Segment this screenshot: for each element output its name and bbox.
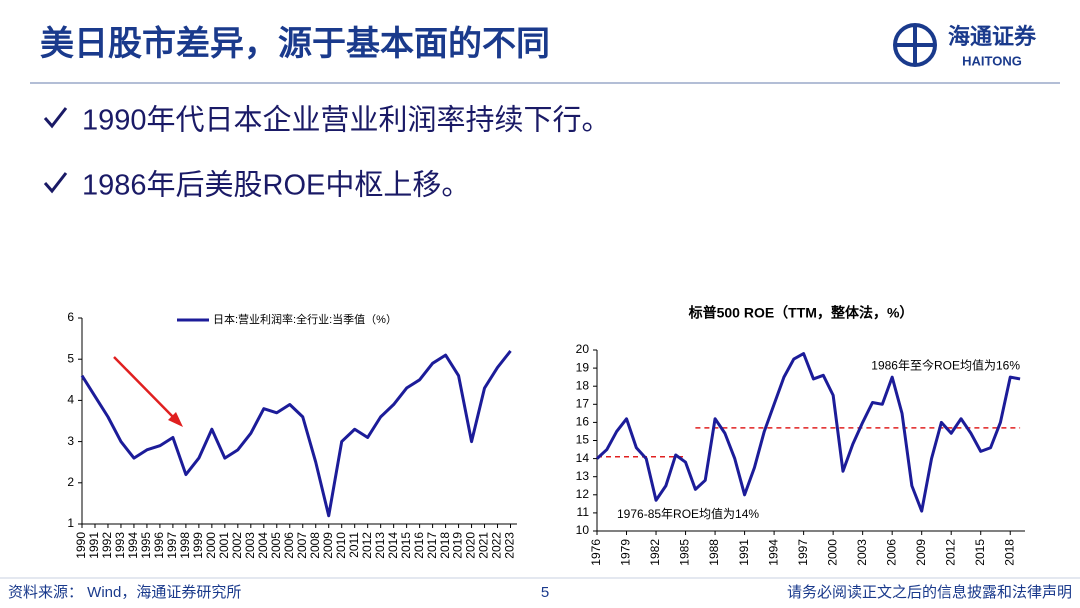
y-tick-label: 15 (576, 433, 590, 447)
y-tick-label: 5 (67, 351, 74, 365)
x-tick-label: 2009 (914, 539, 928, 566)
x-tick-label: 1985 (678, 539, 692, 566)
x-tick-label: 2006 (282, 532, 296, 559)
y-tick-label: 14 (576, 451, 590, 465)
x-tick-label: 2007 (295, 532, 309, 559)
x-tick-label: 1994 (126, 532, 140, 559)
x-tick-label: 2021 (477, 532, 491, 559)
logo-icon (893, 23, 937, 67)
y-tick-label: 11 (577, 505, 590, 519)
y-tick-label: 4 (67, 393, 74, 407)
x-tick-label: 2012 (943, 539, 957, 566)
bullet: 1986年后美股ROE中枢上移。 (82, 169, 470, 202)
x-tick-label: 2017 (425, 532, 439, 559)
page-number: 5 (541, 584, 549, 601)
reference-label: 1986年至今ROE均值为16% (871, 357, 1020, 372)
disclaimer: 请务必阅读正文之后的信息披露和法律声明 (787, 583, 1072, 601)
x-tick-label: 2020 (464, 532, 478, 559)
x-tick-label: 2019 (451, 532, 465, 559)
x-tick-label: 2001 (217, 532, 231, 559)
x-tick-label: 2003 (855, 539, 869, 566)
x-tick-label: 2018 (438, 532, 452, 559)
y-tick-label: 12 (576, 487, 590, 501)
y-tick-label: 13 (576, 469, 590, 483)
x-tick-label: 1994 (766, 539, 780, 566)
y-tick-label: 20 (576, 342, 590, 356)
x-tick-label: 1991 (737, 539, 751, 566)
y-tick-label: 3 (67, 434, 74, 448)
x-tick-label: 2023 (503, 532, 517, 559)
x-tick-label: 2012 (360, 532, 374, 559)
y-tick-label: 10 (576, 523, 590, 537)
x-tick-label: 2013 (373, 532, 387, 559)
x-tick-label: 2010 (334, 532, 348, 559)
x-tick-label: 1988 (707, 539, 721, 566)
arrow (113, 356, 177, 421)
logo-icon (897, 27, 933, 63)
x-tick-label: 2008 (308, 532, 322, 559)
y-tick-label: 2 (67, 475, 74, 489)
y-tick-label: 16 (576, 415, 590, 429)
line-series (595, 352, 1021, 513)
x-tick-label: 2022 (490, 532, 504, 559)
x-tick-label: 2005 (269, 532, 283, 559)
x-tick-label: 2009 (321, 532, 335, 559)
x-tick-label: 1991 (87, 532, 101, 559)
check-icon (43, 172, 68, 194)
slide-title: 美日股市差异，源于基本面的不同 (40, 24, 550, 63)
x-tick-label: 1990 (74, 532, 88, 559)
bullet: 1990年代日本企业营业利润率持续下行。 (82, 104, 611, 137)
arrow-annotation (113, 356, 183, 427)
x-tick-label: 1976 (589, 539, 603, 566)
y-tick-label: 1 (67, 516, 74, 530)
x-tick-label: 2018 (1002, 539, 1016, 566)
x-tick-label: 1979 (619, 539, 633, 566)
x-tick-label: 1997 (165, 532, 179, 559)
x-tick-label: 1999 (191, 532, 205, 559)
legend-label: 日本:营业利润率:全行业:当季值（%） (213, 312, 397, 326)
x-tick-label: 1998 (178, 532, 192, 559)
x-tick-label: 1982 (648, 539, 662, 566)
y-tick-label: 6 (67, 310, 74, 324)
logo-cn: 海通证券 (948, 24, 1037, 49)
x-tick-label: 2000 (204, 532, 218, 559)
x-tick-label: 2011 (347, 532, 361, 558)
logo-en: HAITONG (962, 53, 1022, 68)
y-tick-label: 18 (576, 378, 590, 392)
y-tick-label: 19 (576, 360, 590, 374)
x-tick-label: 1996 (152, 532, 166, 559)
x-tick-label: 2006 (884, 539, 898, 566)
reference-label: 1976-85年ROE均值为14% (617, 506, 759, 521)
logo: 海通证券 HAITONG (893, 23, 1037, 68)
chart-title: 标普500 ROE（TTM，整体法，%） (688, 305, 914, 321)
x-tick-label: 1993 (113, 532, 127, 559)
x-tick-label: 1992 (100, 532, 114, 559)
x-tick-label: 2015 (399, 532, 413, 559)
x-tick-label: 2003 (243, 532, 257, 559)
x-tick-label: 1997 (796, 539, 810, 566)
x-tick-label: 2015 (973, 539, 987, 566)
x-tick-label: 1995 (139, 532, 153, 559)
x-tick-label: 2004 (256, 532, 270, 559)
x-tick-label: 2000 (825, 539, 839, 566)
line-series (80, 350, 512, 518)
check-icon (43, 107, 68, 129)
source: 资料来源： Wind，海通证券研究所 (8, 584, 241, 601)
arrow-head (168, 412, 183, 427)
x-tick-label: 2014 (386, 532, 400, 559)
x-tick-label: 2016 (412, 532, 426, 559)
x-tick-label: 2002 (230, 532, 244, 559)
y-tick-label: 17 (576, 396, 590, 410)
